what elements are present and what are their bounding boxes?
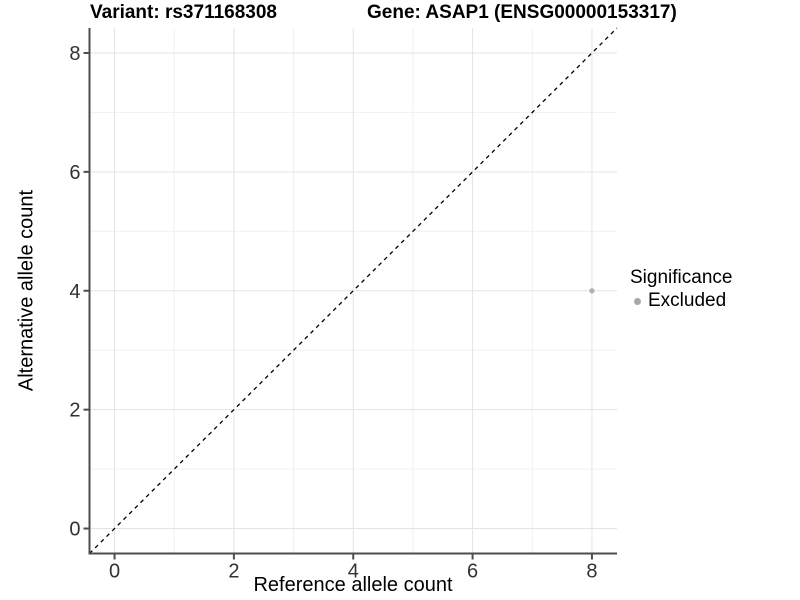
- y-tick-label: 6: [69, 162, 80, 184]
- y-tick-label: 8: [69, 43, 80, 65]
- y-tick-label: 4: [69, 281, 80, 303]
- y-tick-label: 0: [69, 519, 80, 541]
- variant-title: Variant: rs371168308: [90, 2, 277, 23]
- x-axis-title: Reference allele count: [253, 574, 453, 596]
- legend-entry-label: Excluded: [648, 290, 727, 311]
- legend: Significance Excluded: [630, 266, 732, 312]
- y-axis-title: Alternative allele count: [15, 189, 38, 392]
- legend-title: Significance: [630, 267, 733, 288]
- legend-entry-excluded: Excluded: [630, 290, 732, 312]
- x-tick-label: 8: [586, 561, 597, 583]
- gene-title: Gene: ASAP1 (ENSG00000153317): [367, 2, 677, 23]
- x-tick-label: 4: [348, 561, 359, 583]
- excluded-point-icon: [634, 297, 641, 305]
- x-tick-label: 6: [467, 561, 478, 583]
- data-point: [589, 288, 595, 294]
- x-tick-label: 0: [109, 561, 120, 583]
- x-tick-label: 2: [228, 561, 239, 583]
- y-tick-label: 2: [69, 400, 80, 422]
